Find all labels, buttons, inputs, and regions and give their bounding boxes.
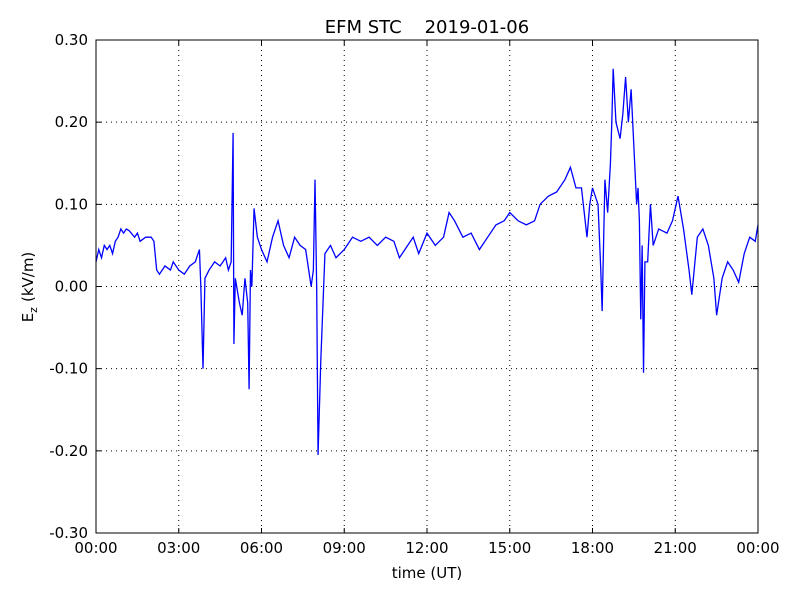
y-label-sub: z [27, 307, 40, 313]
y-tick-label: -0.20 [49, 442, 88, 460]
plot-frame [95, 39, 759, 534]
y-tick-label: -0.10 [49, 360, 88, 378]
x-tick-label: 03:00 [157, 539, 200, 557]
x-tick-label: 15:00 [488, 539, 531, 557]
y-label-unit: (kV/m) [19, 252, 37, 302]
x-tick-label: 06:00 [240, 539, 283, 557]
y-label-main: E [19, 313, 37, 322]
x-axis-label: time (UT) [392, 564, 463, 582]
y-tick-label: 0.20 [55, 113, 88, 131]
x-tick-label: 21:00 [654, 539, 697, 557]
x-tick-label: 12:00 [405, 539, 448, 557]
data-line [95, 68, 759, 455]
y-tick-label: 0.00 [55, 278, 88, 296]
y-tick-label: 0.30 [55, 31, 88, 49]
y-axis-label: Ez (kV/m) [19, 252, 40, 323]
x-tick-label: 09:00 [323, 539, 366, 557]
x-tick-label: 00:00 [74, 539, 117, 557]
x-tick-label: 18:00 [571, 539, 614, 557]
y-tick-label: -0.30 [49, 524, 88, 542]
x-tick-label: 00:00 [736, 539, 779, 557]
y-tick-label: 0.10 [55, 195, 88, 213]
chart-title: EFM STC 2019-01-06 [325, 17, 529, 38]
